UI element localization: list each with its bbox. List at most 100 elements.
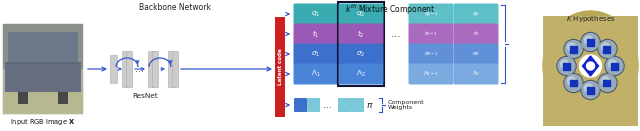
Circle shape	[561, 60, 568, 68]
FancyBboxPatch shape	[339, 23, 383, 45]
Circle shape	[564, 73, 583, 92]
Text: $q_K$: $q_K$	[472, 10, 480, 18]
Bar	[126, 51, 132, 87]
FancyBboxPatch shape	[454, 43, 499, 64]
FancyBboxPatch shape	[408, 64, 454, 84]
FancyBboxPatch shape	[339, 64, 383, 84]
Bar	[563, 63, 570, 70]
Text: $\pi$: $\pi$	[366, 100, 374, 110]
Bar	[604, 46, 611, 53]
Bar	[604, 80, 611, 86]
Circle shape	[564, 40, 583, 59]
FancyBboxPatch shape	[294, 4, 339, 24]
FancyBboxPatch shape	[339, 43, 383, 64]
Text: $q_2$: $q_2$	[356, 9, 365, 19]
Circle shape	[602, 43, 609, 51]
Bar	[148, 51, 154, 87]
Circle shape	[581, 81, 600, 100]
Circle shape	[579, 55, 602, 77]
Text: Input RGB Image $\mathbf{X}$: Input RGB Image $\mathbf{X}$	[10, 117, 76, 127]
FancyBboxPatch shape	[454, 64, 499, 84]
Circle shape	[602, 77, 609, 85]
Circle shape	[582, 81, 599, 99]
Text: $q_1$: $q_1$	[312, 9, 321, 19]
Circle shape	[568, 77, 575, 85]
Circle shape	[568, 43, 575, 51]
Text: $t_1$: $t_1$	[312, 28, 320, 40]
FancyBboxPatch shape	[454, 4, 499, 24]
Circle shape	[606, 58, 623, 75]
FancyBboxPatch shape	[294, 64, 339, 84]
Text: $\Lambda_{K-1}$: $\Lambda_{K-1}$	[424, 70, 438, 78]
Circle shape	[565, 40, 582, 58]
Bar	[168, 51, 174, 87]
Text: Component
Weights: Component Weights	[388, 100, 424, 110]
Circle shape	[598, 73, 617, 92]
Circle shape	[605, 56, 624, 75]
FancyBboxPatch shape	[294, 98, 307, 112]
Text: $q_{K-1}$: $q_{K-1}$	[424, 10, 438, 18]
Text: ...: ...	[323, 100, 333, 110]
Circle shape	[558, 58, 575, 75]
Circle shape	[598, 40, 617, 59]
Circle shape	[586, 62, 595, 70]
Circle shape	[565, 74, 582, 91]
Bar	[110, 55, 117, 83]
FancyBboxPatch shape	[454, 23, 499, 45]
Bar	[570, 80, 577, 86]
Text: $\sigma_K$: $\sigma_K$	[472, 50, 480, 58]
FancyBboxPatch shape	[408, 43, 454, 64]
Bar	[5, 62, 81, 96]
Circle shape	[599, 40, 616, 58]
Bar	[586, 87, 593, 94]
Text: ...: ...	[134, 64, 143, 74]
Circle shape	[581, 32, 600, 51]
Text: $K$ Hypotheses: $K$ Hypotheses	[566, 14, 615, 24]
FancyBboxPatch shape	[294, 43, 339, 64]
Bar	[338, 2, 384, 86]
Text: $t_2$: $t_2$	[357, 28, 365, 40]
Text: $\Lambda_1$: $\Lambda_1$	[311, 69, 321, 79]
Bar	[5, 64, 81, 92]
Text: $t_{K-1}$: $t_{K-1}$	[424, 30, 438, 39]
Ellipse shape	[545, 19, 636, 113]
Bar	[586, 39, 593, 45]
Circle shape	[599, 74, 616, 91]
Circle shape	[557, 56, 576, 75]
Bar	[275, 17, 285, 117]
Bar	[611, 63, 618, 70]
Text: Latent code: Latent code	[278, 49, 282, 85]
Text: $\Lambda_K$: $\Lambda_K$	[472, 70, 480, 78]
Text: ...: ...	[390, 29, 401, 39]
Circle shape	[584, 84, 593, 92]
Bar	[570, 46, 577, 53]
Bar	[18, 90, 28, 104]
FancyBboxPatch shape	[339, 4, 383, 24]
Polygon shape	[582, 56, 598, 76]
FancyBboxPatch shape	[307, 98, 320, 112]
FancyBboxPatch shape	[351, 98, 364, 112]
Bar	[543, 16, 638, 126]
Bar	[3, 24, 83, 69]
Circle shape	[609, 60, 616, 68]
Text: $t_K$: $t_K$	[472, 30, 479, 39]
FancyBboxPatch shape	[408, 23, 454, 45]
Bar	[543, 16, 638, 126]
Text: $\sigma_1$: $\sigma_1$	[312, 49, 321, 59]
Text: ResNet: ResNet	[132, 93, 158, 99]
FancyBboxPatch shape	[408, 4, 454, 24]
FancyBboxPatch shape	[294, 23, 339, 45]
Bar	[58, 90, 68, 104]
Bar	[8, 32, 78, 62]
Bar	[152, 51, 158, 87]
Text: $\Lambda_2$: $\Lambda_2$	[356, 69, 366, 79]
Bar	[172, 51, 178, 87]
Ellipse shape	[543, 11, 638, 121]
Bar	[3, 24, 83, 114]
Text: $k^{th}$ Mixture Component: $k^{th}$ Mixture Component	[345, 3, 435, 17]
Text: $\sigma_2$: $\sigma_2$	[356, 49, 365, 59]
Circle shape	[582, 34, 599, 50]
Bar	[122, 51, 128, 87]
Text: Backbone Network: Backbone Network	[139, 3, 211, 12]
Circle shape	[584, 36, 593, 44]
